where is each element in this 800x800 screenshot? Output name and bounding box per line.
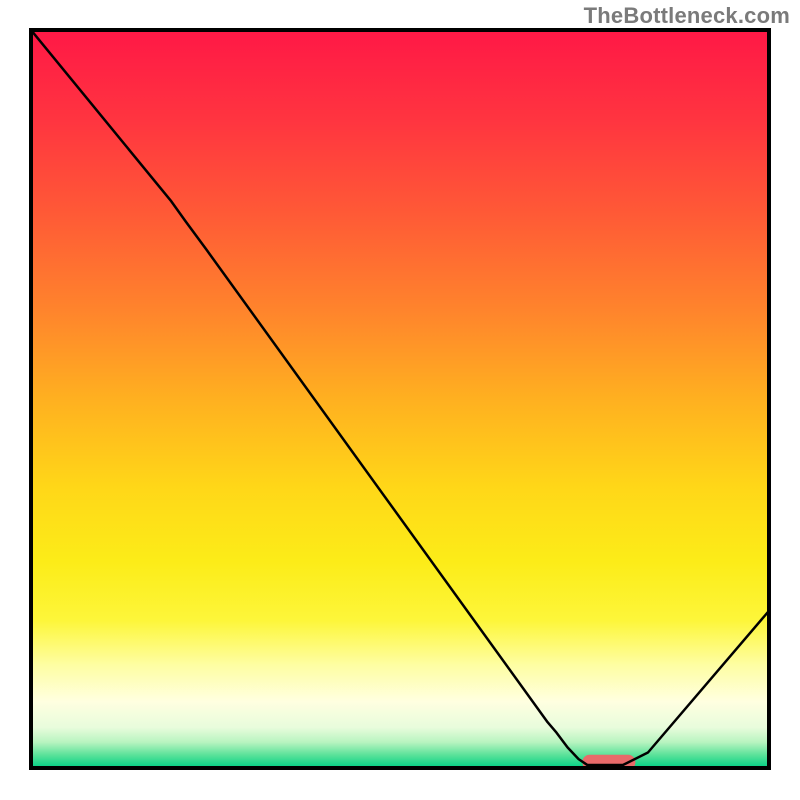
plot-area: [31, 30, 769, 769]
watermark-text: TheBottleneck.com: [584, 3, 790, 29]
chart-container: { "watermark": "TheBottleneck.com", "cha…: [0, 0, 800, 800]
bottleneck-chart: [0, 0, 800, 800]
gradient-background: [31, 30, 769, 768]
